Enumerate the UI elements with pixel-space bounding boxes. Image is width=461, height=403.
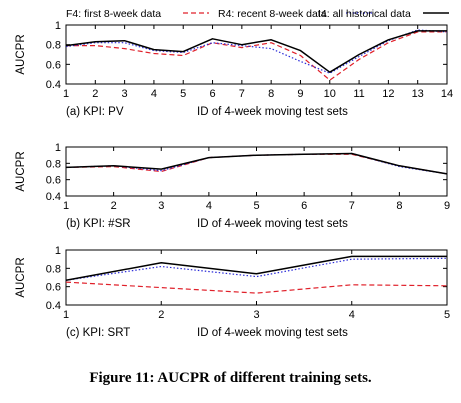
- series-line-f4: [66, 31, 447, 81]
- chart-panel-2: 0.4 0.6 0.8 1 1 2 3 4 5 6 7 8 9 AUCPR (b) KPI: #SR ID o…: [15, 142, 450, 230]
- x-tick-label: 5: [180, 88, 186, 100]
- x-tick-label: 5: [444, 309, 450, 321]
- plot-frame: [65, 146, 448, 197]
- x-tick-label: 7: [239, 88, 245, 100]
- x-tick-label: 4: [151, 88, 157, 100]
- y-tick-label: 1: [55, 20, 61, 32]
- x-tick-label: 8: [396, 200, 402, 212]
- x-tick-label: 10: [324, 88, 336, 100]
- x-tick-label: 3: [158, 200, 164, 212]
- y-tick-label: 0.4: [46, 300, 61, 312]
- series-line-i4: [65, 152, 448, 175]
- x-tick-label: 14: [441, 88, 453, 100]
- x-tick-label: 9: [444, 200, 450, 212]
- x-tick-label: 12: [382, 88, 394, 100]
- x-tick-label: 4: [349, 309, 355, 321]
- y-tick-label: 0.8: [46, 263, 61, 275]
- panel-label: (b) KPI: #SR: [66, 218, 131, 230]
- x-tick-label: 5: [253, 200, 259, 212]
- x-tick-label: 1: [63, 200, 69, 212]
- series-line-r4: [65, 29, 448, 74]
- x-tick-label: 3: [122, 88, 128, 100]
- series-line-i4: [65, 255, 447, 282]
- x-tick-label: 1: [63, 309, 69, 321]
- legend-label-i4-visible: I4: all historical data: [318, 8, 411, 20]
- x-tick-label: 6: [209, 88, 215, 100]
- y-tick-label: 0.8: [46, 158, 61, 170]
- plot-frame: [65, 24, 448, 85]
- y-tick-label: 0.6: [46, 59, 61, 71]
- x-axis-label: ID of 4-week moving test sets: [197, 327, 348, 339]
- y-tick-label: 0.6: [46, 175, 61, 187]
- y-axis-label: AUCPR: [15, 257, 27, 297]
- panel-label: (a) KPI: PV: [66, 106, 124, 118]
- legend-label-f4: F4: first 8-week data: [66, 8, 161, 20]
- series-line-f4: [65, 281, 448, 294]
- y-tick-label: 0.4: [46, 79, 61, 91]
- x-tick-label: 6: [301, 200, 307, 212]
- x-tick-label: 1: [63, 88, 69, 100]
- series-line-r4: [65, 257, 448, 281]
- x-tick-label: 4: [206, 200, 212, 212]
- y-tick-label: 1: [55, 245, 61, 257]
- legend-label-r4: R4: recent 8-week data: [218, 8, 327, 20]
- series-line-i4: [65, 30, 447, 73]
- chart-panel-3: 0.4 0.6 0.8 1 1 2 3 4 5 AUCPR (c) KPI: SRT ID of 4-…: [15, 245, 450, 339]
- y-tick-label: 0.4: [46, 191, 61, 203]
- y-tick-label: 0.6: [46, 282, 61, 294]
- x-tick-label: 7: [349, 200, 355, 212]
- x-tick-label: 2: [158, 309, 164, 321]
- x-tick-label: 13: [412, 88, 424, 100]
- y-tick-label: 0.8: [46, 40, 61, 52]
- x-tick-label: 9: [297, 88, 303, 100]
- x-tick-label: 2: [111, 200, 117, 212]
- y-tick-label: 1: [55, 142, 61, 154]
- y-axis-label: AUCPR: [15, 34, 27, 74]
- panel-label: (c) KPI: SRT: [66, 327, 130, 339]
- legend: F4: first 8-week data R4: recent 8-week …: [66, 8, 372, 20]
- x-axis-label: ID of 4-week moving test sets: [197, 218, 348, 230]
- x-tick-label: 2: [92, 88, 98, 100]
- x-axis-label: ID of 4-week moving test sets: [197, 106, 348, 118]
- figure-caption: Figure 11: AUCPR of different training s…: [89, 370, 372, 386]
- x-tick-label: 11: [353, 88, 364, 100]
- y-axis-label: AUCPR: [15, 151, 27, 191]
- x-tick-label: 8: [268, 88, 274, 100]
- x-tick-label: 3: [253, 309, 259, 321]
